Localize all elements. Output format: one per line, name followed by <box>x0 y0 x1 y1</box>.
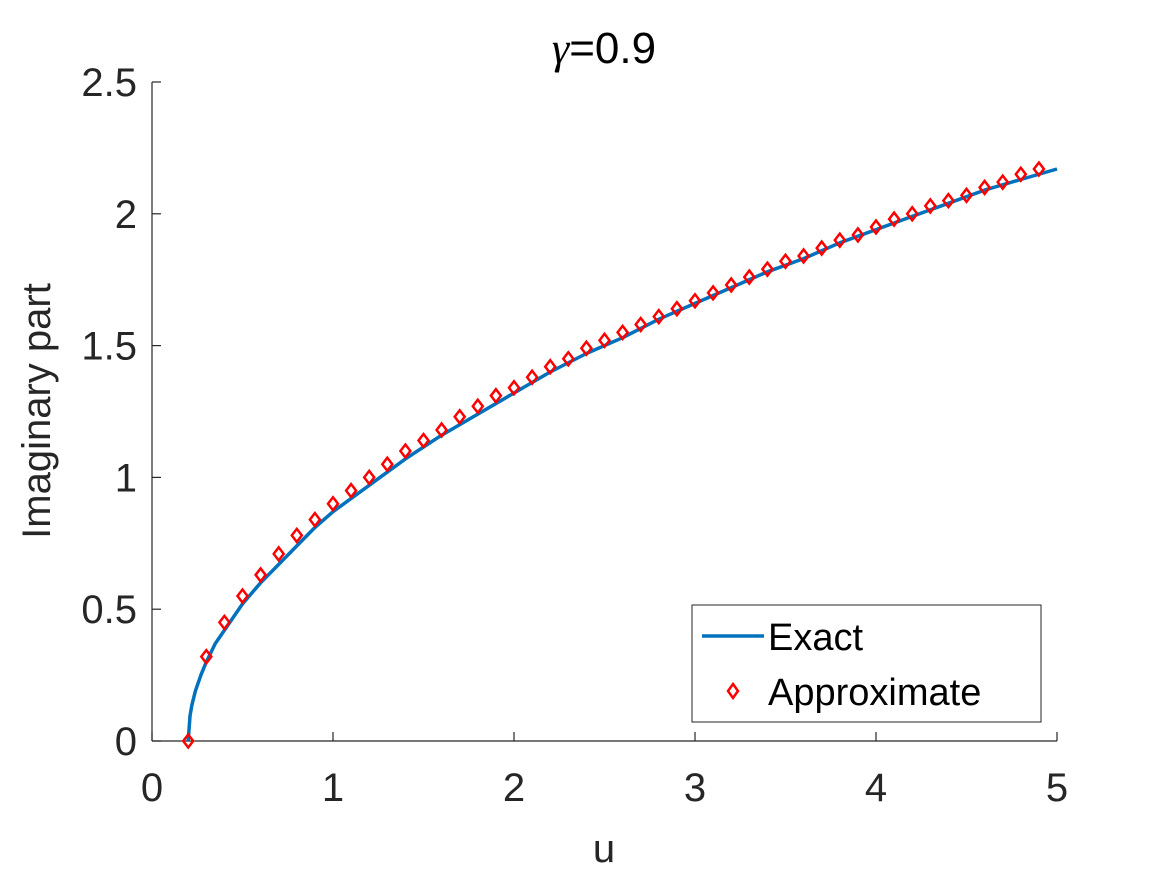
data-point-approximate <box>507 379 521 397</box>
y-tick-label: 1.5 <box>81 325 137 369</box>
data-point-approximate <box>217 613 231 631</box>
data-point-approximate <box>181 732 195 750</box>
y-tick-label: 0 <box>115 720 137 764</box>
legend-label-approximate: Approximate <box>768 672 981 714</box>
y-tick-label: 0.5 <box>81 588 137 632</box>
data-point-approximate <box>833 231 847 249</box>
data-point-approximate <box>797 247 811 265</box>
data-point-approximate <box>489 387 503 405</box>
data-point-approximate <box>597 331 612 349</box>
chart-title: γ=0.9 <box>552 24 656 73</box>
legend-label-exact: Exact <box>768 617 863 659</box>
data-point-approximate <box>978 178 992 196</box>
data-point-approximate <box>254 566 268 584</box>
data-point-approximate <box>742 268 756 286</box>
legend: Exact Approximate <box>691 604 1042 723</box>
data-point-approximate <box>616 323 630 341</box>
x-tick-label: 5 <box>1046 766 1068 810</box>
title-symbol: γ <box>552 24 571 73</box>
data-point-approximate <box>724 276 738 294</box>
y-axis-label: Imaginary part <box>15 283 59 539</box>
data-point-approximate <box>887 210 901 228</box>
legend-box <box>691 604 1042 723</box>
data-point-approximate <box>525 368 539 386</box>
data-point-approximate <box>326 495 340 513</box>
series-layer <box>181 160 1058 750</box>
data-point-approximate <box>435 421 449 439</box>
data-point-approximate <box>706 284 720 302</box>
data-point-approximate <box>398 442 412 460</box>
x-axis-label: u <box>593 827 615 871</box>
data-point-approximate <box>815 239 829 257</box>
data-point-approximate <box>923 197 937 215</box>
data-point-approximate <box>1014 165 1028 183</box>
data-point-approximate <box>996 173 1010 191</box>
data-point-approximate <box>959 186 974 204</box>
data-point-approximate <box>272 545 286 563</box>
data-point-approximate <box>760 260 774 278</box>
data-point-approximate <box>235 587 250 605</box>
data-point-approximate <box>308 511 322 529</box>
x-tick-label: 3 <box>684 766 706 810</box>
data-point-approximate <box>471 397 485 415</box>
x-tick-label: 0 <box>141 766 163 810</box>
x-ticks: 0 1 2 3 4 5 <box>141 732 1068 810</box>
y-tick-label: 2 <box>115 193 137 237</box>
title-value: =0.9 <box>569 24 656 73</box>
data-point-approximate <box>290 526 304 544</box>
legend-swatch-approximate <box>726 681 740 701</box>
data-point-approximate <box>670 300 684 318</box>
x-tick-label: 2 <box>503 766 525 810</box>
x-tick-label: 1 <box>322 766 344 810</box>
data-point-approximate <box>380 455 394 473</box>
data-point-approximate <box>688 292 702 310</box>
data-point-approximate <box>579 339 593 357</box>
data-point-approximate <box>362 468 376 486</box>
data-point-approximate <box>416 431 431 450</box>
data-point-approximate <box>652 308 666 326</box>
data-point-approximate <box>344 482 358 500</box>
plot-area: 0 1 2 3 4 5 0 0.5 1 1.5 2 2.5 <box>81 61 1068 810</box>
data-point-approximate <box>905 205 919 223</box>
x-tick-label: 4 <box>865 766 887 810</box>
y-ticks: 0 0.5 1 1.5 2 2.5 <box>81 61 161 764</box>
data-point-approximate <box>453 408 467 426</box>
data-point-approximate <box>199 648 213 666</box>
data-point-approximate <box>851 226 865 244</box>
data-point-approximate <box>561 350 575 368</box>
data-point-approximate <box>634 315 648 334</box>
data-point-approximate <box>869 218 883 236</box>
y-tick-label: 1 <box>115 456 137 500</box>
data-point-approximate <box>941 192 955 210</box>
data-point-approximate <box>1032 160 1046 178</box>
data-point-approximate <box>778 252 793 270</box>
data-point-approximate <box>543 358 557 376</box>
y-tick-label: 2.5 <box>81 61 137 105</box>
